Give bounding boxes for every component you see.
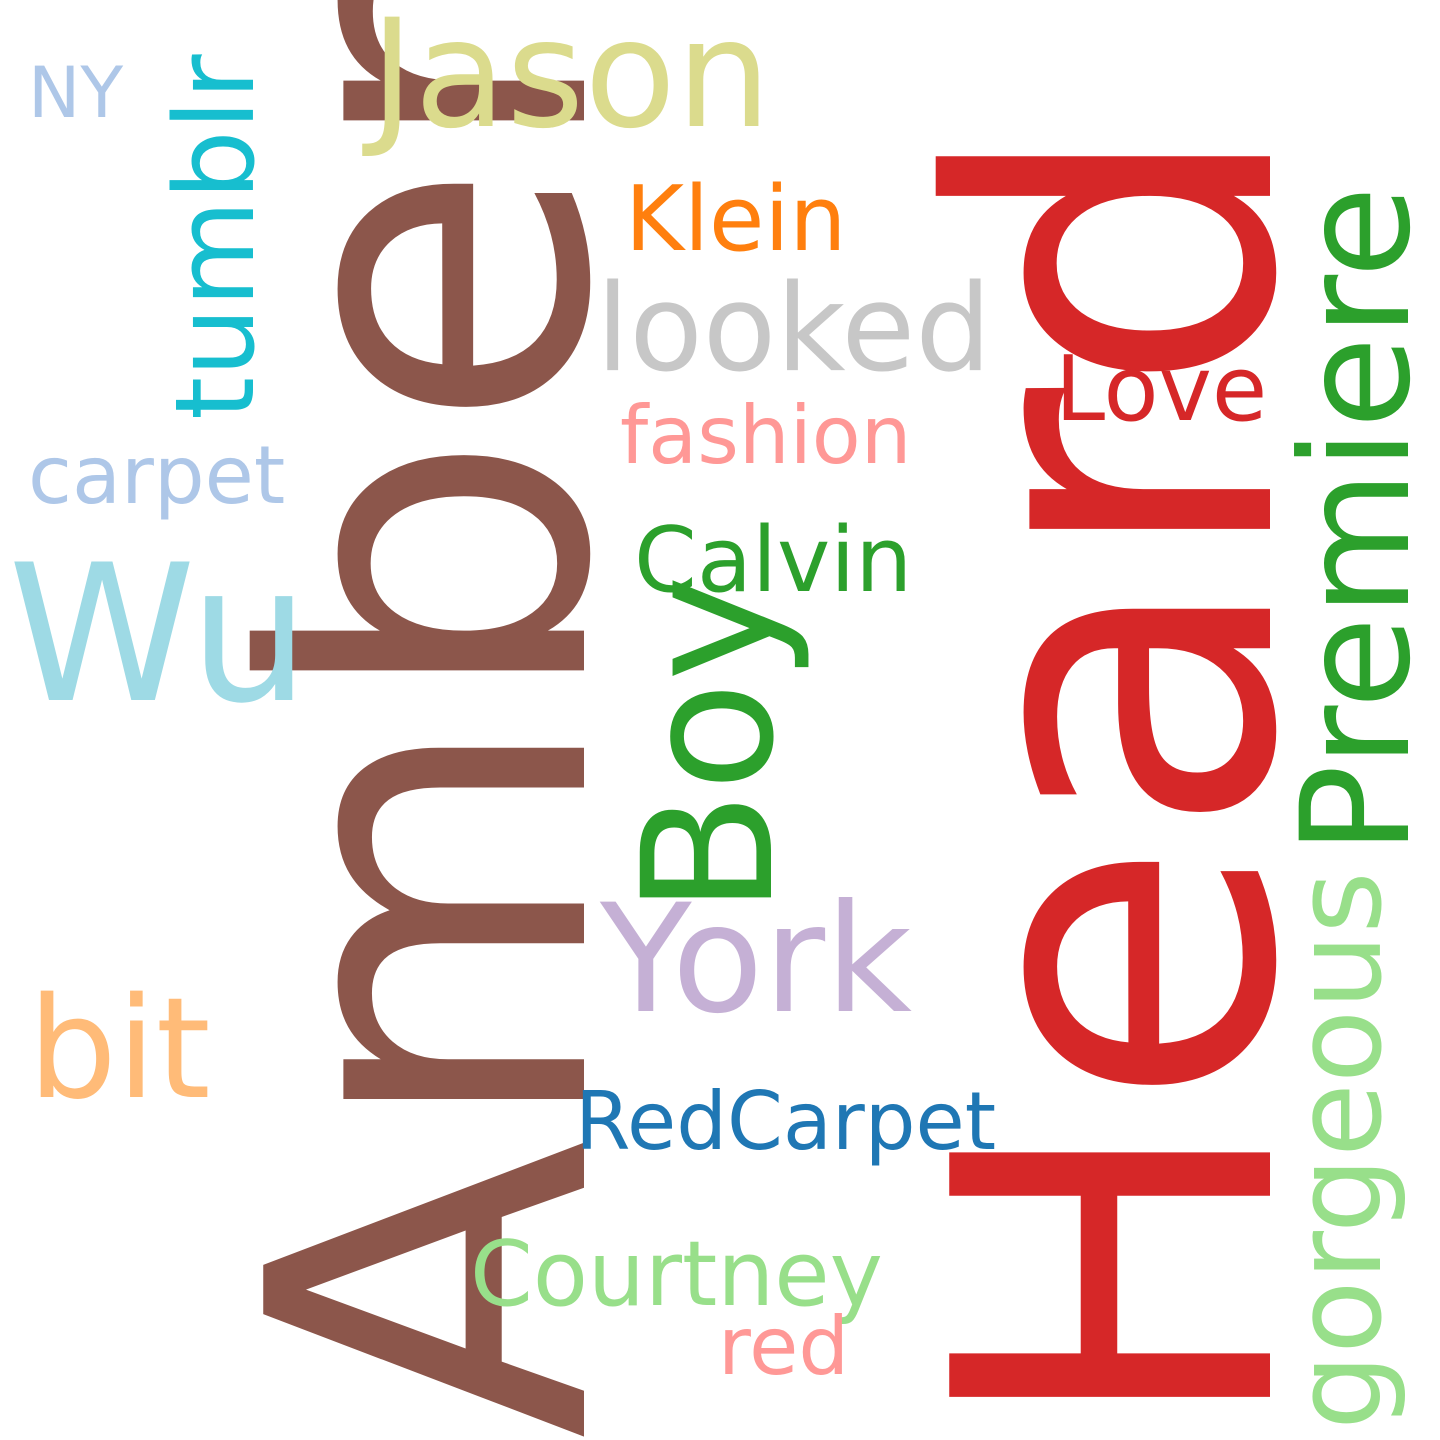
word-calvin: Calvin bbox=[634, 508, 913, 613]
word-courtney: Courtney bbox=[470, 1222, 883, 1327]
word-york: York bbox=[600, 873, 913, 1047]
word-ny: NY bbox=[28, 52, 124, 134]
word-premiere: Premiere bbox=[1270, 185, 1440, 855]
word-boy: Boy bbox=[605, 574, 814, 915]
word-looked: looked bbox=[596, 260, 992, 399]
word-love: Love bbox=[1055, 337, 1268, 442]
word-klein: Klein bbox=[625, 167, 847, 272]
word-carpet: carpet bbox=[28, 429, 286, 522]
word-jason: Jason bbox=[370, 0, 772, 162]
word-red: red bbox=[718, 1300, 850, 1393]
word-redcarpet: RedCarpet bbox=[575, 1075, 997, 1168]
word-bit: bit bbox=[28, 968, 211, 1131]
word-fashion: fashion bbox=[620, 389, 912, 482]
word-gorgeous: gorgeous bbox=[1270, 871, 1409, 1430]
word-tumblr: tumblr bbox=[151, 54, 279, 420]
word-wu: Wu bbox=[8, 524, 310, 745]
